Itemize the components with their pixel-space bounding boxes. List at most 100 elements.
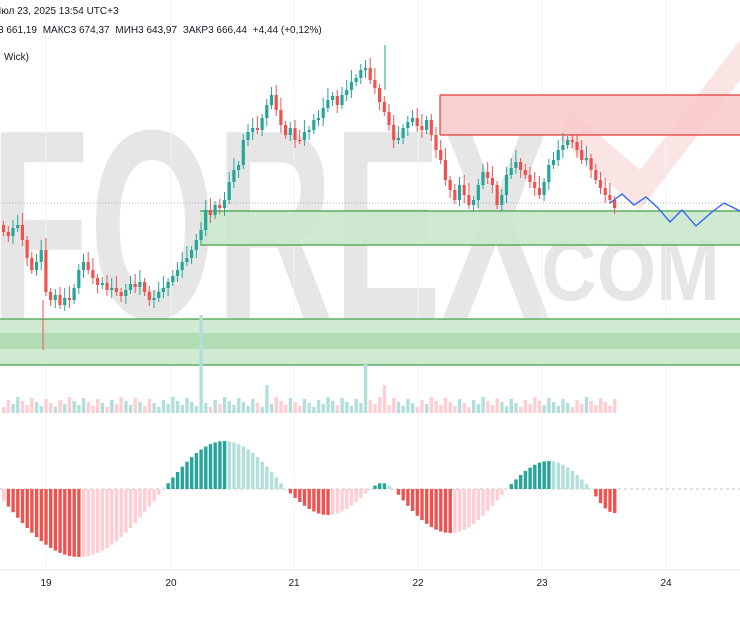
volume-bars xyxy=(2,315,617,413)
oscillator-bar xyxy=(382,483,387,489)
volume-bar xyxy=(476,404,481,413)
volume-bar xyxy=(584,397,589,413)
candle-body xyxy=(406,122,410,128)
oscillator-bar xyxy=(589,489,593,490)
oscillator-histogram xyxy=(2,441,617,557)
oscillator-bar xyxy=(429,489,434,528)
candle-body xyxy=(34,262,39,270)
volume-bar xyxy=(312,407,316,413)
candle-body xyxy=(486,172,490,178)
oscillator-bar xyxy=(316,489,321,514)
oscillator-bar xyxy=(180,466,184,489)
oscillator-bar xyxy=(613,489,617,513)
volume-bar xyxy=(561,399,565,413)
oscillator-bar xyxy=(490,489,495,506)
volume-bar xyxy=(321,404,325,413)
volume-bar xyxy=(392,398,396,413)
volume-bar xyxy=(63,404,67,413)
zone-support-upper[interactable] xyxy=(200,210,740,246)
chart-header-ohlc: 3 661,19 МАКС3 674,37 МИН3 643,97 ЗАКР3 … xyxy=(0,25,325,36)
volume-bar xyxy=(486,401,490,413)
candle-body xyxy=(77,270,81,288)
volume-bar xyxy=(570,407,575,413)
oscillator-bar xyxy=(387,485,391,489)
candle-body xyxy=(218,205,222,208)
volume-bar xyxy=(110,400,114,413)
oscillator-bar xyxy=(16,489,20,518)
volume-bar xyxy=(406,399,410,413)
oscillator-bar xyxy=(302,489,307,506)
volume-bar xyxy=(49,403,53,413)
date-time: Июл 23, 2025 13:54 UTC+3 xyxy=(0,6,119,17)
oscillator-bar xyxy=(504,489,509,490)
volume-bar xyxy=(429,397,434,413)
volume-bar xyxy=(598,398,603,413)
oscillator-bar xyxy=(561,464,565,489)
candle-body xyxy=(340,95,344,105)
volume-bar xyxy=(44,399,48,413)
volume-bar xyxy=(580,404,584,413)
oscillator-bar xyxy=(133,489,137,523)
oscillator-bar xyxy=(53,489,58,551)
candle-body xyxy=(453,190,457,200)
close-label: ЗАКР xyxy=(182,25,209,36)
volume-bar xyxy=(551,402,556,413)
oscillator-bar xyxy=(72,489,76,557)
volume-bar xyxy=(133,398,137,413)
candle-body xyxy=(222,200,227,208)
oscillator-bar xyxy=(542,461,546,489)
volume-bar xyxy=(556,406,560,413)
candle-body xyxy=(584,158,588,160)
volume-bar xyxy=(96,399,100,413)
candle-body xyxy=(208,210,212,215)
volume-bar xyxy=(25,405,29,413)
candle-body xyxy=(227,182,231,200)
zone-support-lower[interactable] xyxy=(0,318,740,366)
volume-bar xyxy=(354,399,358,413)
oscillator-bar xyxy=(373,485,377,489)
oscillator-bar xyxy=(453,489,457,533)
candle-body xyxy=(598,180,603,188)
volume-bar xyxy=(39,406,43,413)
oscillator-bar xyxy=(570,471,575,489)
volume-bar xyxy=(382,385,387,413)
volume-bar xyxy=(255,403,260,413)
candle-body xyxy=(11,228,15,236)
candle-body xyxy=(589,158,593,170)
oscillator-bar xyxy=(551,461,556,489)
oscillator-bar xyxy=(580,479,584,489)
indicator-legend[interactable]: Wick) xyxy=(4,52,32,63)
zone-resistance[interactable] xyxy=(439,94,740,136)
candle-body xyxy=(335,96,339,105)
candle-body xyxy=(274,95,278,110)
volume-bar xyxy=(77,405,81,413)
change-value: +4,44 (+0,12%) xyxy=(252,25,322,36)
oscillator-bar xyxy=(514,479,518,489)
candle-body xyxy=(476,185,480,200)
oscillator-bar xyxy=(363,489,368,494)
volume-bar xyxy=(603,402,607,413)
candle-body xyxy=(457,185,462,200)
candles[interactable] xyxy=(2,45,617,350)
oscillator-bar xyxy=(265,466,269,489)
volume-bar xyxy=(420,400,424,413)
candle-body xyxy=(326,100,330,108)
oscillator-bar xyxy=(44,489,48,545)
volume-bar xyxy=(326,397,330,413)
oscillator-bar xyxy=(481,489,485,516)
candle-body xyxy=(566,140,570,145)
candle-body xyxy=(72,288,76,300)
volume-bar xyxy=(105,407,109,413)
volume-bar xyxy=(298,406,302,413)
volume-bar xyxy=(175,401,180,413)
candle-body xyxy=(100,283,104,285)
volume-bar xyxy=(190,402,194,413)
volume-bar xyxy=(185,398,189,413)
candle-body xyxy=(114,288,118,292)
candle-body xyxy=(194,240,198,250)
oscillator-bar xyxy=(25,489,29,529)
candle-body xyxy=(110,288,114,290)
volume-bar xyxy=(387,405,391,413)
candle-body xyxy=(533,182,537,188)
